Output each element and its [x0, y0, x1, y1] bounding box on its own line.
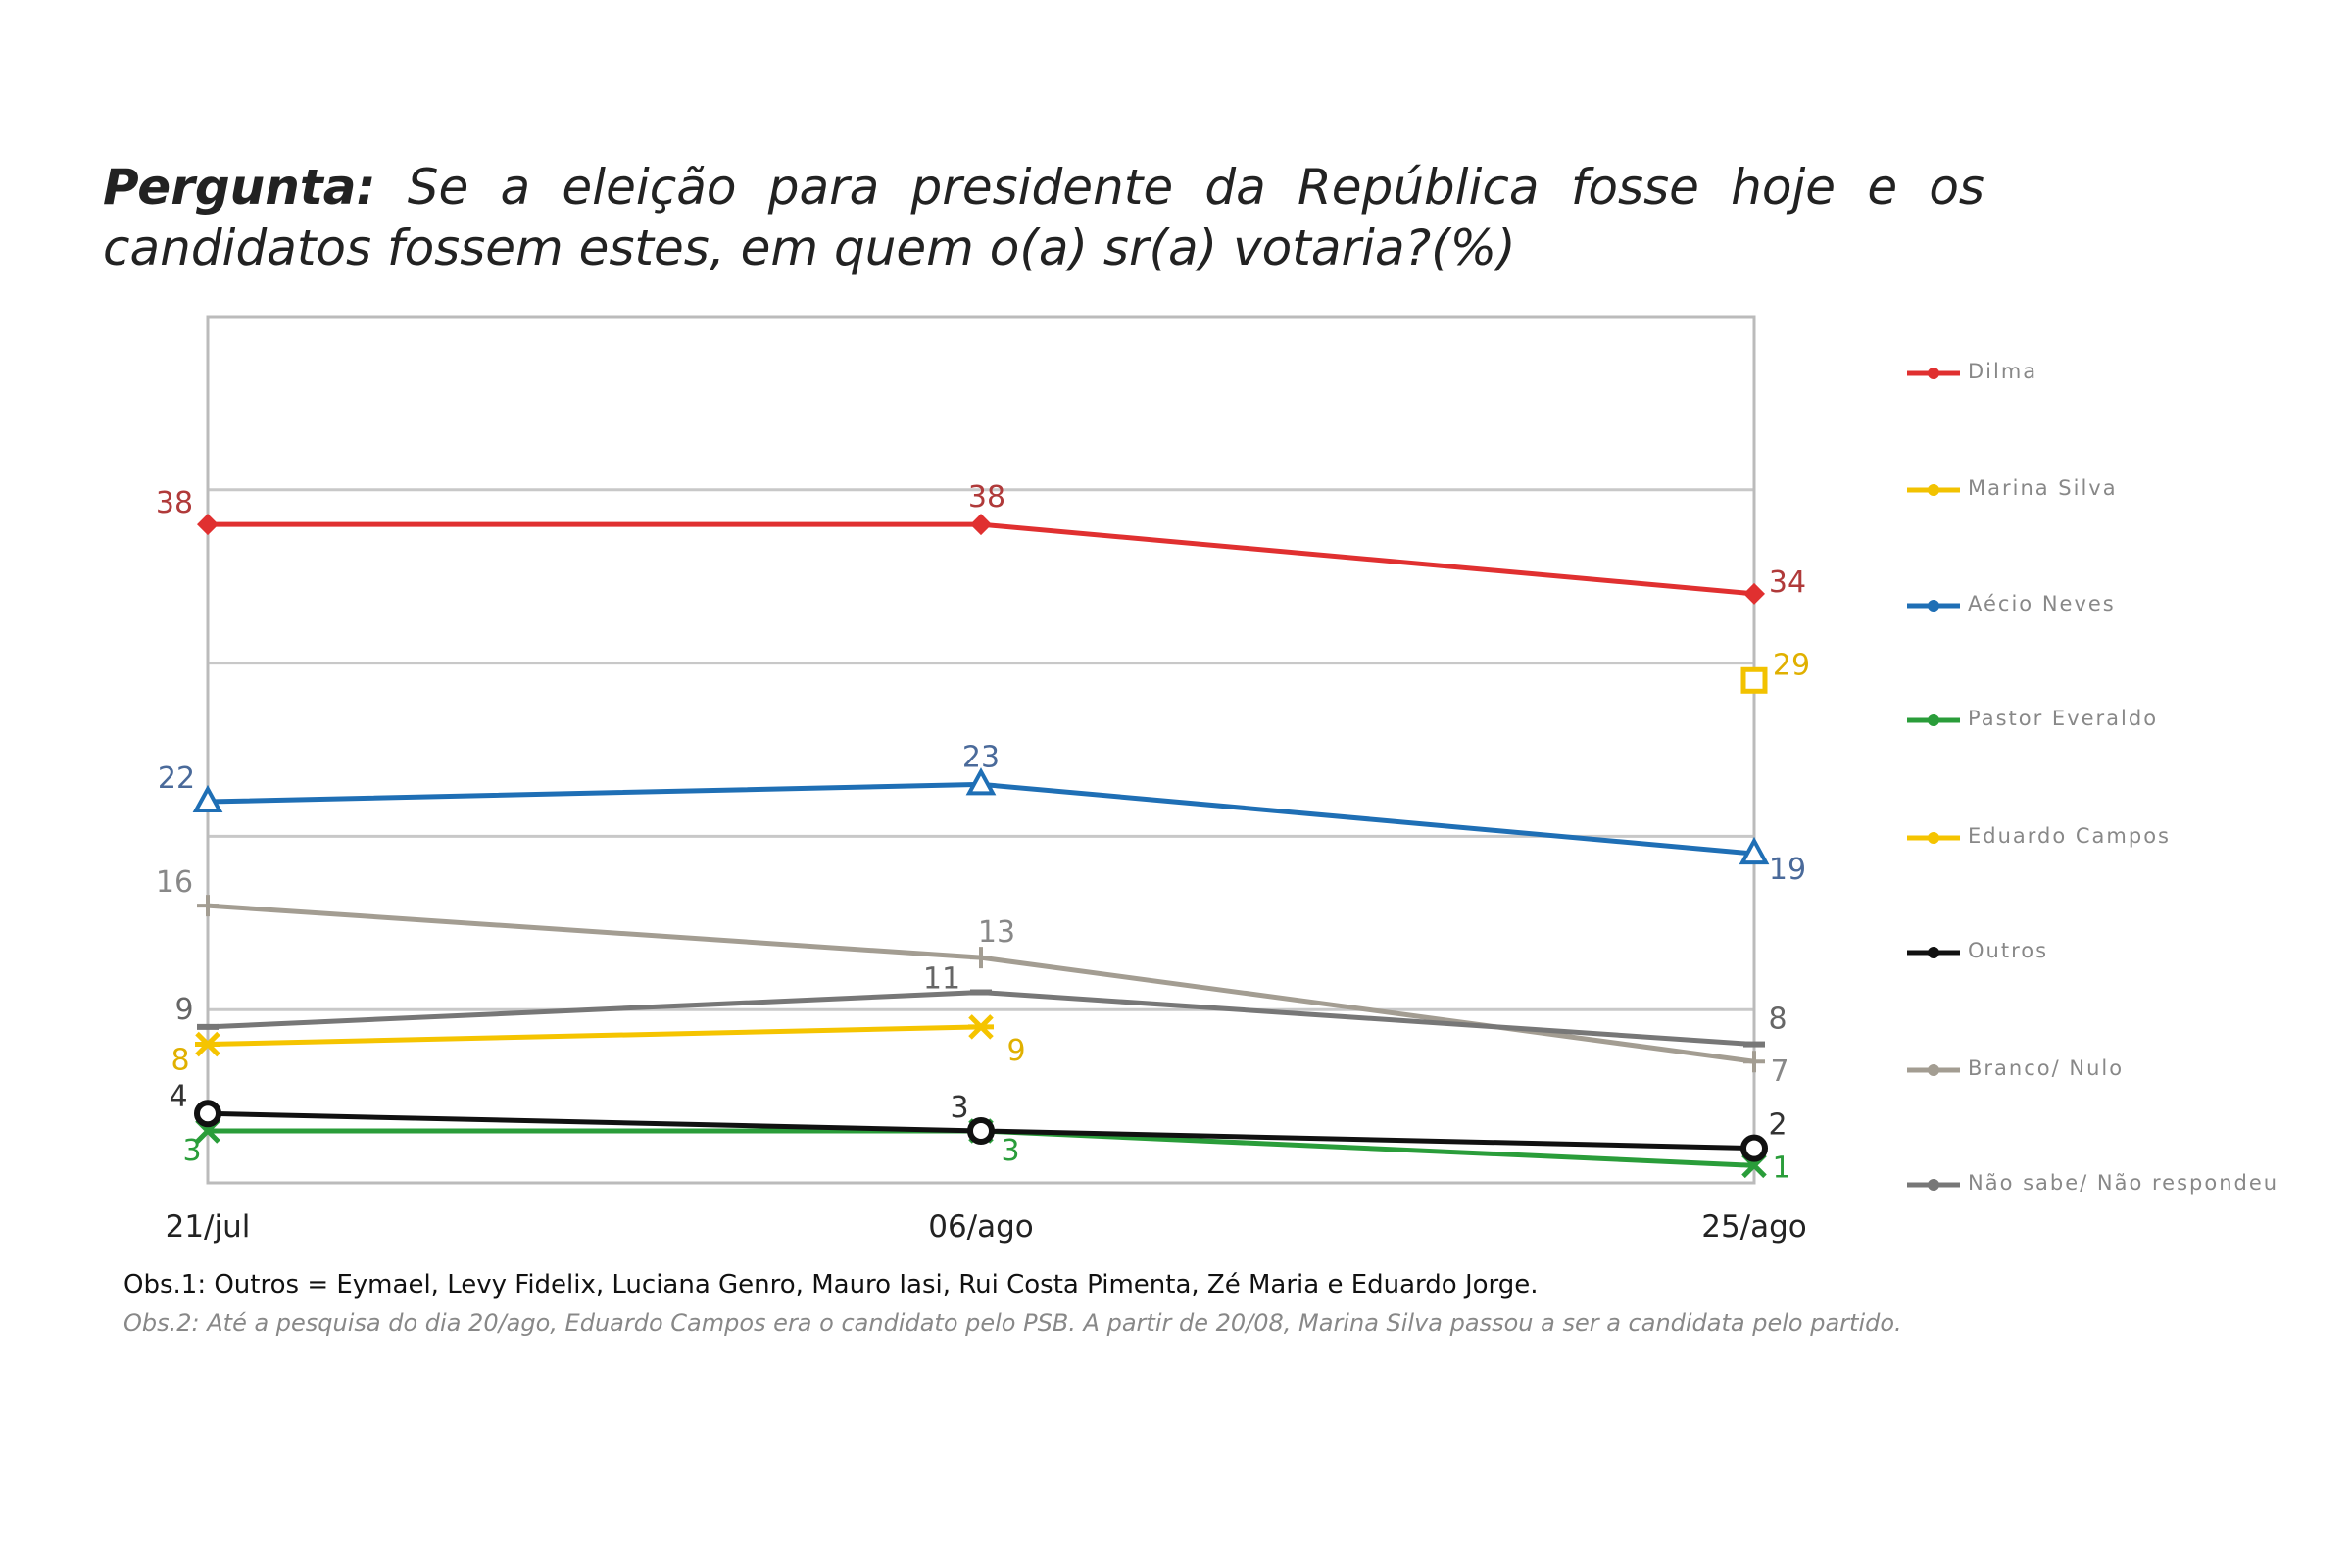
data-label: 3 — [182, 1134, 201, 1168]
plus-marker — [970, 947, 992, 969]
data-label: 23 — [962, 740, 1000, 774]
legend-marker — [1928, 832, 1939, 844]
data-label: 11 — [923, 962, 960, 997]
legend-label: Outros — [1968, 939, 2049, 962]
data-label: 8 — [1768, 1003, 1787, 1037]
legend-label: Branco/ Nulo — [1968, 1056, 2125, 1080]
plus-marker — [197, 895, 219, 917]
legend-label: Dilma — [1968, 360, 2038, 383]
series-line-4 — [207, 1024, 982, 1048]
title-text: Se a eleição para presidente da Repúblic… — [103, 159, 1984, 276]
triangle-marker — [1739, 836, 1770, 865]
note-obs2: Obs.2: Até a pesquisa do dia 20/ago, Edu… — [123, 1309, 1902, 1337]
title-lead: Pergunta: — [103, 159, 376, 216]
series-line-7 — [207, 990, 1755, 1048]
chart-title: Pergunta: Se a eleição para presidente d… — [103, 157, 1984, 278]
plot-area — [206, 315, 1756, 1185]
legend-marker — [1928, 1179, 1939, 1191]
data-label: 19 — [1769, 853, 1806, 887]
data-label: 22 — [158, 761, 195, 796]
data-label: 4 — [169, 1079, 187, 1113]
x-tick-label: 21/jul — [166, 1209, 251, 1245]
data-label: 34 — [1769, 565, 1806, 600]
diamond-marker — [1743, 582, 1765, 605]
diamond-marker — [970, 514, 992, 536]
dash-marker — [197, 1023, 219, 1030]
legend-marker — [1928, 714, 1939, 726]
triangle-marker — [965, 767, 997, 796]
star-marker — [195, 1031, 220, 1057]
dash-marker — [970, 989, 992, 996]
data-label: 1 — [1772, 1151, 1790, 1185]
legend-marker — [1928, 600, 1939, 612]
data-label: 8 — [171, 1044, 189, 1078]
plus-marker — [1743, 1051, 1765, 1073]
circle-marker — [1740, 1134, 1768, 1162]
legend-label: Marina Silva — [1968, 476, 2118, 500]
data-label: 13 — [978, 915, 1015, 950]
triangle-marker — [192, 784, 223, 813]
legend-label: Aécio Neves — [1968, 592, 2116, 615]
legend-marker — [1928, 368, 1939, 379]
dash-marker — [1743, 1041, 1765, 1048]
diamond-marker — [197, 514, 219, 536]
x-tick-label: 25/ago — [1701, 1209, 1807, 1245]
square-marker — [1740, 666, 1768, 694]
legend-label: Não sabe/ Não respondeu — [1968, 1171, 2279, 1195]
data-label: 38 — [156, 486, 193, 520]
circle-marker — [967, 1116, 995, 1145]
star-marker — [968, 1014, 994, 1040]
data-label: 9 — [1006, 1034, 1025, 1068]
data-label: 2 — [1768, 1108, 1787, 1143]
legend-label: Eduardo Campos — [1968, 824, 2172, 848]
x-tick-label: 06/ago — [928, 1209, 1034, 1245]
data-label: 16 — [156, 865, 193, 900]
data-label: 29 — [1773, 648, 1810, 682]
data-label: 9 — [174, 993, 193, 1027]
circle-marker — [194, 1100, 221, 1128]
legend-marker — [1928, 947, 1939, 958]
data-label: 3 — [1001, 1134, 1019, 1168]
legend-label: Pastor Everaldo — [1968, 707, 2159, 730]
data-label: 7 — [1770, 1054, 1788, 1089]
note-obs1: Obs.1: Outros = Eymael, Levy Fidelix, Lu… — [123, 1270, 1539, 1299]
legend-marker — [1928, 1064, 1939, 1076]
legend-marker — [1928, 484, 1939, 496]
data-label: 3 — [950, 1091, 968, 1125]
data-label: 38 — [968, 480, 1005, 514]
